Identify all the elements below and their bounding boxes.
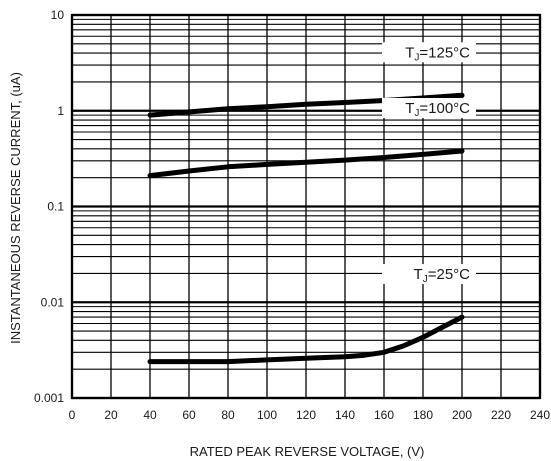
x-tick-label: 60 (182, 408, 196, 422)
series-label: TJ=25°C (414, 266, 471, 285)
series-line (147, 148, 465, 179)
x-tick-label: 0 (69, 408, 76, 422)
series-label-layer: TJ=125°C TJ=100°C TJ=25°C (382, 42, 476, 285)
x-tick-label: 160 (374, 408, 394, 422)
tick-label-layer: 0 20 40 60 80 100 120 140 160 180 200 220 240 0.001 0.… (34, 8, 550, 422)
x-tick-label: 40 (143, 408, 157, 422)
x-tick-label: 180 (413, 408, 433, 422)
x-tick-label: 120 (296, 408, 316, 422)
series-label-bg (382, 97, 476, 118)
series-label-bg (382, 264, 476, 285)
series-label: TJ=100°C (405, 100, 470, 119)
y-tick-label: 0.01 (41, 295, 65, 309)
x-tick-label: 80 (221, 408, 235, 422)
x-tick-label: 240 (530, 408, 550, 422)
series-label-bg (382, 42, 476, 63)
x-axis-title: RATED PEAK REVERSE VOLTAGE, (V) (190, 444, 425, 459)
series-line (147, 314, 465, 365)
y-tick-label: 0.1 (47, 200, 64, 214)
y-tick-label: 10 (51, 8, 65, 22)
x-tick-label: 20 (104, 408, 118, 422)
y-tick-label: 1 (57, 104, 64, 118)
x-tick-label: 200 (452, 408, 472, 422)
y-axis-title: INSTANTANEOUS REVERSE CURRENT, (uA) (8, 72, 23, 344)
grid-layer (70, 13, 542, 400)
x-tick-label: 140 (335, 408, 355, 422)
series-label: TJ=125°C (405, 44, 470, 63)
x-tick-label: 100 (257, 408, 277, 422)
x-tick-label: 220 (491, 408, 511, 422)
y-tick-label: 0.001 (34, 391, 64, 405)
